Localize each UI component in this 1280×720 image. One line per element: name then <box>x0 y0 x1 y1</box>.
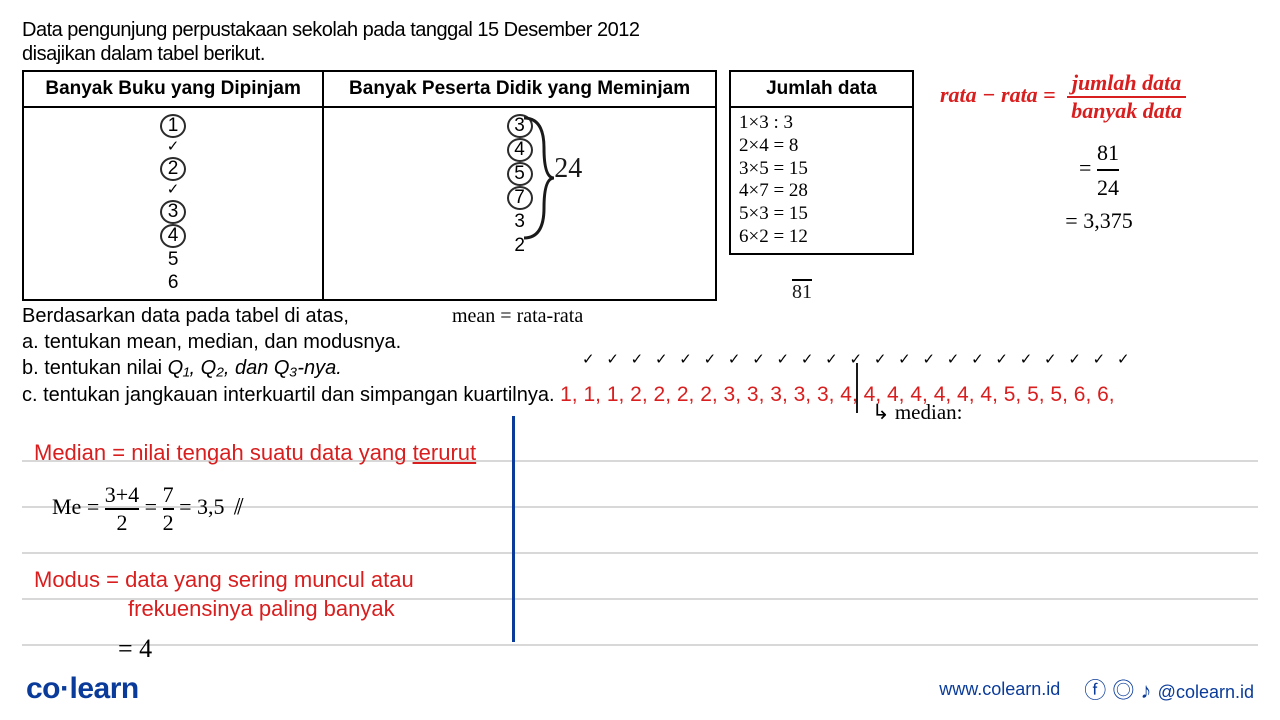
brace-icon <box>519 113 559 243</box>
intro-text: Data pengunjung perpustakaan sekolah pad… <box>22 18 1258 66</box>
jumlah-table: Jumlah data 1×3 : 3 2×4 = 8 3×5 = 15 4×7… <box>729 70 914 255</box>
table-header-2: Banyak Peserta Didik yang Meminjam <box>323 71 716 107</box>
mean-calc: = 8124 = 3,375 <box>940 136 1258 237</box>
table-cell-col1: 1✓ 2✓ 3 4 5 6 <box>23 107 323 300</box>
median-calc: Me = 3+42 = 72 = 3,5 ⫽ <box>52 482 244 536</box>
tiktok-icon[interactable]: ♪ <box>1141 678 1152 703</box>
median-divider-line <box>856 363 858 413</box>
formula-area: rata − rata = jumlah data banyak data = … <box>926 70 1258 237</box>
question-b: b. tentukan nilai Q₁, Q₂, dan Q₃-nya. ✓ … <box>22 355 1258 381</box>
question-intro: Berdasarkan data pada tabel di atas, <box>22 303 1258 329</box>
logo: co·learn <box>26 672 139 706</box>
table-cell-col2: 3 4 5 7 3 2 24 <box>323 107 716 300</box>
instagram-icon[interactable]: ◎ <box>1112 678 1134 703</box>
intro-line2: disajikan dalam tabel berikut. <box>22 43 265 65</box>
modus-definition: Modus = data yang sering muncul atau fre… <box>34 566 414 623</box>
social-handle: @colearn.id <box>1158 682 1254 702</box>
question-c: c. tentukan jangkauan interkuartil dan s… <box>22 381 1258 408</box>
vertical-divider <box>512 416 515 642</box>
jumlah-header: Jumlah data <box>731 72 912 108</box>
median-definition: Median = nilai tengah suatu data yang te… <box>34 440 476 466</box>
social-icons[interactable]: ⓕ ◎ ♪ @colearn.id <box>1084 673 1254 705</box>
table-header-1: Banyak Buku yang Dipinjam <box>23 71 323 107</box>
footer: co·learn www.colearn.id ⓕ ◎ ♪ @colearn.i… <box>0 672 1280 706</box>
main-data-table: Banyak Buku yang Dipinjam Banyak Peserta… <box>22 70 717 301</box>
jumlah-body: 1×3 : 3 2×4 = 8 3×5 = 15 4×7 = 28 5×3 = … <box>731 108 912 253</box>
questions-block: Berdasarkan data pada tabel di atas, mea… <box>22 303 1258 408</box>
mean-handwritten: mean = rata-rata <box>452 303 583 329</box>
website-url[interactable]: www.colearn.id <box>939 679 1060 700</box>
intro-line1: Data pengunjung perpustakaan sekolah pad… <box>22 19 640 41</box>
facebook-icon[interactable]: ⓕ <box>1084 678 1106 703</box>
mean-formula: rata − rata = jumlah data banyak data <box>940 70 1258 124</box>
top-row: Banyak Buku yang Dipinjam Banyak Peserta… <box>22 70 1258 301</box>
ruled-notebook-area: Median = nilai tengah suatu data yang te… <box>22 416 1258 676</box>
data-list: 1, 1, 1, 2, 2, 2, 2, 3, 3, 3, 3, 3, 4, 4… <box>560 383 1115 406</box>
jumlah-total: 81 <box>792 279 812 304</box>
modus-value: = 4 <box>118 634 152 664</box>
